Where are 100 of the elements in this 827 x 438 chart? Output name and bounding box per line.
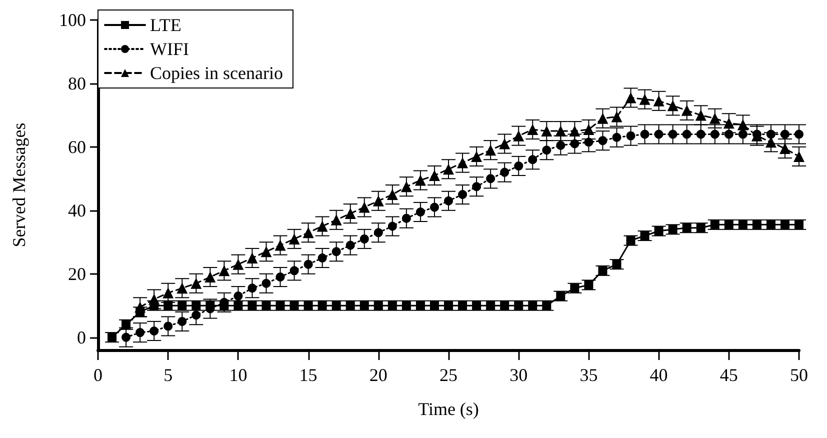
point (654, 130, 664, 139)
point (766, 220, 776, 230)
point (514, 161, 524, 170)
x-tick-label: 25 (440, 365, 458, 385)
point (204, 272, 216, 283)
point (430, 202, 439, 212)
x-tick-label: 5 (164, 365, 173, 385)
point (626, 131, 636, 140)
point (625, 92, 636, 104)
x-tick-label: 20 (369, 365, 388, 385)
point (710, 220, 720, 230)
y-tick-label: 0 (77, 327, 86, 348)
point (304, 301, 313, 310)
point (724, 130, 734, 139)
point (318, 301, 327, 310)
point (416, 301, 425, 310)
point (234, 301, 243, 310)
legend-label: LTE (150, 15, 182, 35)
point (528, 301, 538, 310)
point (108, 332, 117, 342)
point (316, 220, 328, 232)
point (486, 174, 496, 184)
point (246, 252, 258, 264)
point (682, 130, 692, 139)
point (499, 138, 510, 150)
point (290, 301, 299, 310)
point (318, 253, 327, 262)
y-tick-label: 80 (68, 73, 86, 94)
point (794, 220, 804, 230)
point (457, 157, 468, 168)
point (682, 223, 692, 232)
point (276, 301, 285, 310)
legend-label: Copies in scenario (150, 63, 283, 83)
point (612, 260, 622, 269)
point (330, 214, 342, 226)
point (597, 112, 608, 124)
point (176, 282, 188, 294)
point (738, 220, 748, 230)
point (612, 132, 622, 142)
point (570, 284, 580, 293)
y-axis-title: Served Messages (9, 122, 29, 248)
point (402, 301, 411, 310)
point (192, 310, 201, 320)
point (528, 155, 538, 164)
point (302, 227, 314, 238)
point (374, 228, 383, 238)
point (400, 181, 412, 192)
point (122, 332, 131, 342)
point (681, 104, 692, 116)
point (444, 301, 453, 310)
point (164, 301, 173, 310)
point (766, 130, 776, 139)
point (667, 100, 678, 112)
point (374, 301, 383, 310)
point (472, 301, 482, 310)
point (372, 195, 384, 206)
point (696, 130, 706, 139)
point (541, 126, 552, 137)
point (668, 130, 678, 139)
point (218, 265, 230, 276)
point (639, 94, 650, 105)
point (598, 136, 608, 146)
point (752, 220, 762, 230)
point (513, 130, 524, 142)
point (598, 266, 608, 276)
point (360, 301, 369, 310)
point (794, 150, 804, 162)
point (514, 301, 524, 310)
point (162, 287, 174, 298)
point (344, 208, 356, 220)
point (360, 234, 369, 244)
point (262, 278, 271, 288)
point (640, 231, 650, 240)
point (486, 301, 496, 310)
point (471, 150, 482, 162)
point (640, 130, 650, 139)
point (458, 301, 468, 310)
point (388, 222, 397, 231)
point (458, 190, 468, 200)
point (500, 168, 510, 177)
point (485, 144, 496, 156)
point (430, 301, 439, 310)
point (232, 258, 244, 270)
point (416, 207, 425, 216)
point (276, 272, 285, 282)
point (332, 247, 341, 256)
point (654, 226, 664, 236)
point (178, 316, 187, 326)
x-tick-label: 35 (580, 365, 598, 385)
point (428, 170, 440, 181)
point (192, 301, 201, 310)
point (668, 224, 678, 234)
point (136, 328, 145, 338)
point (260, 246, 272, 258)
point (542, 146, 552, 155)
point (542, 301, 552, 310)
point (794, 130, 804, 139)
point (150, 326, 159, 336)
point (332, 301, 341, 310)
x-tick-label: 45 (720, 365, 738, 385)
